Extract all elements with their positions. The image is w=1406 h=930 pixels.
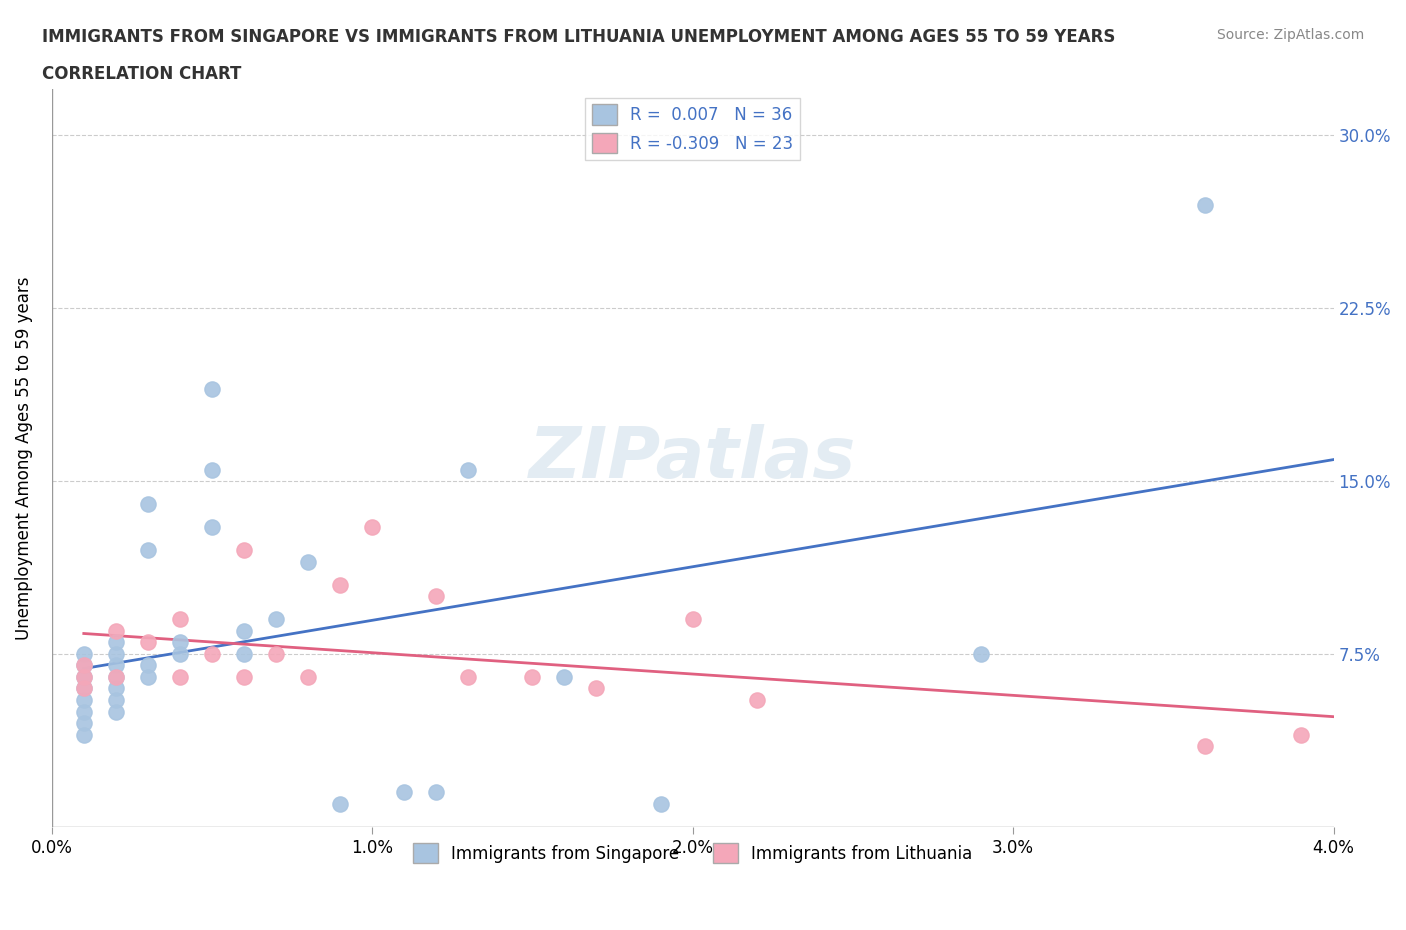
Y-axis label: Unemployment Among Ages 55 to 59 years: Unemployment Among Ages 55 to 59 years [15, 276, 32, 640]
Point [361, 520, 384, 535]
Point [264, 612, 287, 627]
Point [425, 589, 447, 604]
Text: CORRELATION CHART: CORRELATION CHART [42, 65, 242, 83]
Point [104, 635, 127, 650]
Point [104, 670, 127, 684]
Point [297, 554, 319, 569]
Point [457, 670, 479, 684]
Point [233, 623, 256, 638]
Point [682, 612, 704, 627]
Point [104, 658, 127, 673]
Point [201, 646, 224, 661]
Point [73, 727, 96, 742]
Point [73, 681, 96, 696]
Point [201, 462, 224, 477]
Point [73, 658, 96, 673]
Legend: Immigrants from Singapore, Immigrants from Lithuania: Immigrants from Singapore, Immigrants fr… [406, 836, 979, 870]
Point [104, 646, 127, 661]
Point [73, 693, 96, 708]
Point [73, 658, 96, 673]
Point [745, 693, 768, 708]
Point [73, 670, 96, 684]
Point [585, 681, 607, 696]
Point [650, 796, 672, 811]
Point [136, 497, 159, 512]
Point [104, 704, 127, 719]
Point [233, 670, 256, 684]
Text: ZIPatlas: ZIPatlas [529, 423, 856, 493]
Point [169, 646, 191, 661]
Point [1194, 197, 1216, 212]
Point [233, 543, 256, 558]
Point [264, 646, 287, 661]
Point [233, 646, 256, 661]
Point [136, 658, 159, 673]
Point [329, 578, 352, 592]
Text: Source: ZipAtlas.com: Source: ZipAtlas.com [1216, 28, 1364, 42]
Point [970, 646, 993, 661]
Point [73, 704, 96, 719]
Point [104, 681, 127, 696]
Point [553, 670, 575, 684]
Point [1291, 727, 1313, 742]
Point [104, 623, 127, 638]
Point [136, 635, 159, 650]
Point [297, 670, 319, 684]
Point [73, 681, 96, 696]
Point [201, 520, 224, 535]
Point [425, 785, 447, 800]
Point [329, 796, 352, 811]
Point [201, 381, 224, 396]
Point [73, 670, 96, 684]
Point [73, 646, 96, 661]
Point [394, 785, 416, 800]
Point [169, 635, 191, 650]
Point [169, 670, 191, 684]
Point [104, 670, 127, 684]
Point [136, 543, 159, 558]
Point [169, 612, 191, 627]
Point [1194, 738, 1216, 753]
Point [457, 462, 479, 477]
Point [522, 670, 544, 684]
Point [136, 670, 159, 684]
Point [104, 693, 127, 708]
Text: IMMIGRANTS FROM SINGAPORE VS IMMIGRANTS FROM LITHUANIA UNEMPLOYMENT AMONG AGES 5: IMMIGRANTS FROM SINGAPORE VS IMMIGRANTS … [42, 28, 1115, 46]
Point [73, 715, 96, 730]
